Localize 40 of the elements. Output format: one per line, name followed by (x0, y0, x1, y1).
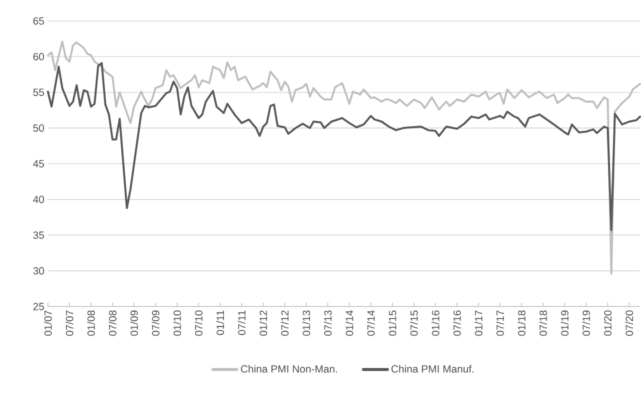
x-tick-label: 01/16 (432, 310, 440, 336)
x-tick-label: 01/13 (302, 310, 310, 336)
x-tick-label: 01/17 (474, 310, 482, 336)
y-tick-label: 45 (33, 160, 44, 168)
x-tick-label: 07/15 (410, 310, 418, 336)
x-tick-label: 01/08 (87, 310, 95, 336)
x-tick-label: 01/11 (216, 310, 224, 335)
x-tick-label: 01/07 (44, 310, 52, 336)
y-tick-label: 35 (33, 231, 44, 239)
x-tick-label: 07/09 (152, 310, 160, 336)
x-tick-label: 07/20 (625, 310, 634, 336)
x-tick-label: 07/19 (582, 310, 590, 336)
y-tick-label: 55 (33, 88, 44, 96)
x-tick-label: 07/18 (539, 310, 547, 336)
x-tick-label: 07/14 (367, 310, 375, 336)
x-tick-label: 01/18 (518, 310, 526, 336)
legend-label: China PMI Non-Man. (240, 364, 337, 372)
legend-label: China PMI Manuf. (391, 364, 474, 372)
x-tick-label: 07/11 (238, 310, 246, 335)
y-tick-label: 50 (33, 124, 44, 132)
y-tick-label: 65 (33, 17, 44, 24)
x-tick-label: 01/20 (604, 310, 612, 336)
line-series (46, 40, 641, 274)
x-tick-label: 01/15 (388, 310, 396, 336)
x-tick-label: 07/17 (496, 310, 504, 336)
y-tick-label: 30 (33, 266, 44, 274)
x-tick-label: 07/12 (280, 310, 289, 336)
x-tick-label: 01/09 (130, 310, 138, 336)
y-tick-label: 60 (33, 52, 44, 60)
x-tick-label: 01/14 (346, 310, 354, 336)
x-tick-label: 01/19 (560, 310, 568, 336)
x-tick-label: 07/10 (194, 310, 202, 336)
x-tick-label: 07/08 (108, 310, 116, 336)
y-tick-label: 25 (33, 302, 44, 310)
x-tick-label: 07/13 (324, 310, 332, 336)
x-tick-label: 07/16 (453, 310, 461, 336)
x-tick-label: 01/12 (259, 310, 268, 336)
x-tick-label: 01/10 (173, 310, 181, 336)
x-tick-label: 07/07 (66, 310, 74, 336)
y-tick-label: 40 (33, 196, 44, 203)
